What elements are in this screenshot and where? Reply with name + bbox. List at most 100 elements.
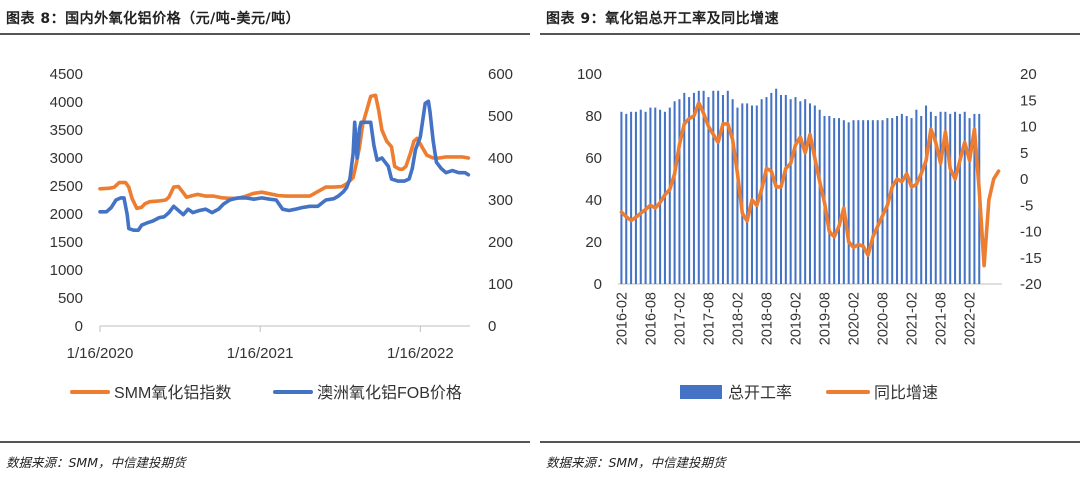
x-tick-label: 1/16/2021 xyxy=(227,345,294,362)
x-tick-label: 2022-02 xyxy=(963,292,979,345)
title-rule xyxy=(540,33,1080,35)
utilization-bar xyxy=(755,105,758,284)
legend-label: 同比增速 xyxy=(874,384,938,402)
source-rule xyxy=(540,441,1080,443)
y-right-tick-label: 10 xyxy=(1020,119,1037,136)
utilization-bar xyxy=(731,99,734,284)
utilization-bar xyxy=(804,99,807,284)
utilization-bar xyxy=(900,113,903,285)
y-right-tick-label: 15 xyxy=(1020,92,1037,109)
y-left-tick-label: 40 xyxy=(585,192,602,209)
utilization-bar xyxy=(925,105,928,284)
utilization-bar xyxy=(765,97,768,284)
utilization-bar xyxy=(721,95,724,284)
y-right-tick-label: 0 xyxy=(1020,171,1028,188)
utilization-bar xyxy=(929,111,932,284)
y-right-tick-label: 100 xyxy=(488,276,513,293)
utilization-bar xyxy=(707,97,710,284)
utilization-bar xyxy=(746,103,749,285)
utilization-bar xyxy=(644,111,647,284)
utilization-bar xyxy=(905,116,908,284)
y-left-tick-label: 3500 xyxy=(50,122,83,139)
utilization-bar xyxy=(963,111,966,284)
utilization-bar xyxy=(871,120,874,284)
y-right-tick-label: 400 xyxy=(488,150,513,167)
y-left-tick-label: 4000 xyxy=(50,94,83,111)
utilization-bar xyxy=(896,116,899,284)
utilization-bar xyxy=(838,118,841,284)
utilization-bar xyxy=(954,111,957,284)
legend-swatch xyxy=(680,385,722,399)
utilization-bar xyxy=(620,111,623,284)
source-note: 数据来源：SMM，中信建投期货 xyxy=(6,455,186,470)
utilization-bar xyxy=(789,99,792,284)
utilization-bar xyxy=(697,90,700,284)
y-right-tick-label: -15 xyxy=(1020,250,1042,267)
utilization-bar xyxy=(891,118,894,284)
utilization-bar xyxy=(634,111,637,284)
utilization-bar xyxy=(692,92,695,285)
utilization-bar xyxy=(842,120,845,284)
utilization-bar xyxy=(867,120,870,284)
utilization-bar xyxy=(862,120,865,284)
y-right-tick-label: -10 xyxy=(1020,224,1042,241)
utilization-bar xyxy=(726,90,729,284)
y-right-tick-label: 300 xyxy=(488,192,513,209)
utilization-bar xyxy=(813,105,816,284)
utilization-bar xyxy=(939,111,942,284)
x-tick-label: 2020-08 xyxy=(876,292,892,345)
utilization-bar xyxy=(881,120,884,284)
y-left-tick-label: 0 xyxy=(75,318,83,335)
price-chart: 0 500 1000 1500 2000 2500 3000 3500 4000 4500 0 100… xyxy=(50,66,513,402)
figure-8-title: 图表 8：国内外氧化铝价格（元/吨-美元/吨） xyxy=(6,11,301,27)
legend-label: 总开工率 xyxy=(728,384,792,402)
utilization-bar xyxy=(852,120,855,284)
utilization-bar xyxy=(625,113,628,285)
utilization-bar xyxy=(968,118,971,284)
x-tick-label: 2018-02 xyxy=(731,292,747,345)
y-right-tick-label: 20 xyxy=(1020,66,1037,83)
utilization-bar xyxy=(857,120,860,284)
utilization-chart: 0 20 40 60 80 100 -20 -15 -10 -5 0 5 10 15 20 2016-02 20… xyxy=(577,66,1042,402)
utilization-bar xyxy=(808,103,812,285)
x-tick-label: 2019-02 xyxy=(789,292,805,345)
fob-price-line xyxy=(98,99,471,232)
source-rule xyxy=(0,441,530,443)
x-tick-label: 2019-08 xyxy=(818,292,834,345)
y-left-tick-label: 3000 xyxy=(50,150,83,167)
utilization-bar xyxy=(784,95,787,284)
yoy-growth-line xyxy=(619,101,1001,268)
utilization-bar xyxy=(630,111,633,284)
y-left-tick-label: 60 xyxy=(585,150,602,167)
x-tick-label: 1/16/2020 xyxy=(67,345,134,362)
right-panel: 图表 9：氧化铝总开工率及同比增速 0 20 40 60 80 100 -20 -15 -10-… xyxy=(540,0,1080,481)
legend-label: 澳洲氧化铝FOB价格 xyxy=(317,384,462,402)
x-tick-label: 2021-08 xyxy=(934,292,950,345)
utilization-bar xyxy=(794,97,797,284)
utilization-bar xyxy=(915,109,918,284)
y-right-tick-label: 5 xyxy=(1020,145,1028,162)
utilization-bar xyxy=(833,118,836,284)
utilization-bar xyxy=(847,122,850,284)
utilization-bar xyxy=(828,116,831,284)
legend-label: SMM氧化铝指数 xyxy=(114,384,231,402)
y-right-tick-label: 500 xyxy=(488,108,513,125)
y-right-tick-label: 600 xyxy=(488,66,513,83)
source-note: 数据来源：SMM，中信建投期货 xyxy=(546,455,726,470)
y-left-tick-label: 2500 xyxy=(50,178,83,195)
title-rule xyxy=(0,33,530,35)
y-right-tick-label: -5 xyxy=(1020,197,1033,214)
utilization-bar xyxy=(934,116,937,284)
y-left-tick-label: 20 xyxy=(585,234,602,251)
figure-9-title: 图表 9：氧化铝总开工率及同比增速 xyxy=(546,11,780,27)
utilization-bar xyxy=(673,101,676,284)
utilization-bar xyxy=(639,109,642,284)
utilization-bar xyxy=(683,92,686,285)
utilization-bar xyxy=(688,97,691,284)
utilization-bar xyxy=(973,113,976,285)
utilization-bar xyxy=(910,118,913,284)
smm-index-line xyxy=(98,93,471,211)
utilization-bar xyxy=(654,107,657,284)
utilization-bar xyxy=(770,92,773,285)
utilization-bar xyxy=(750,105,753,284)
